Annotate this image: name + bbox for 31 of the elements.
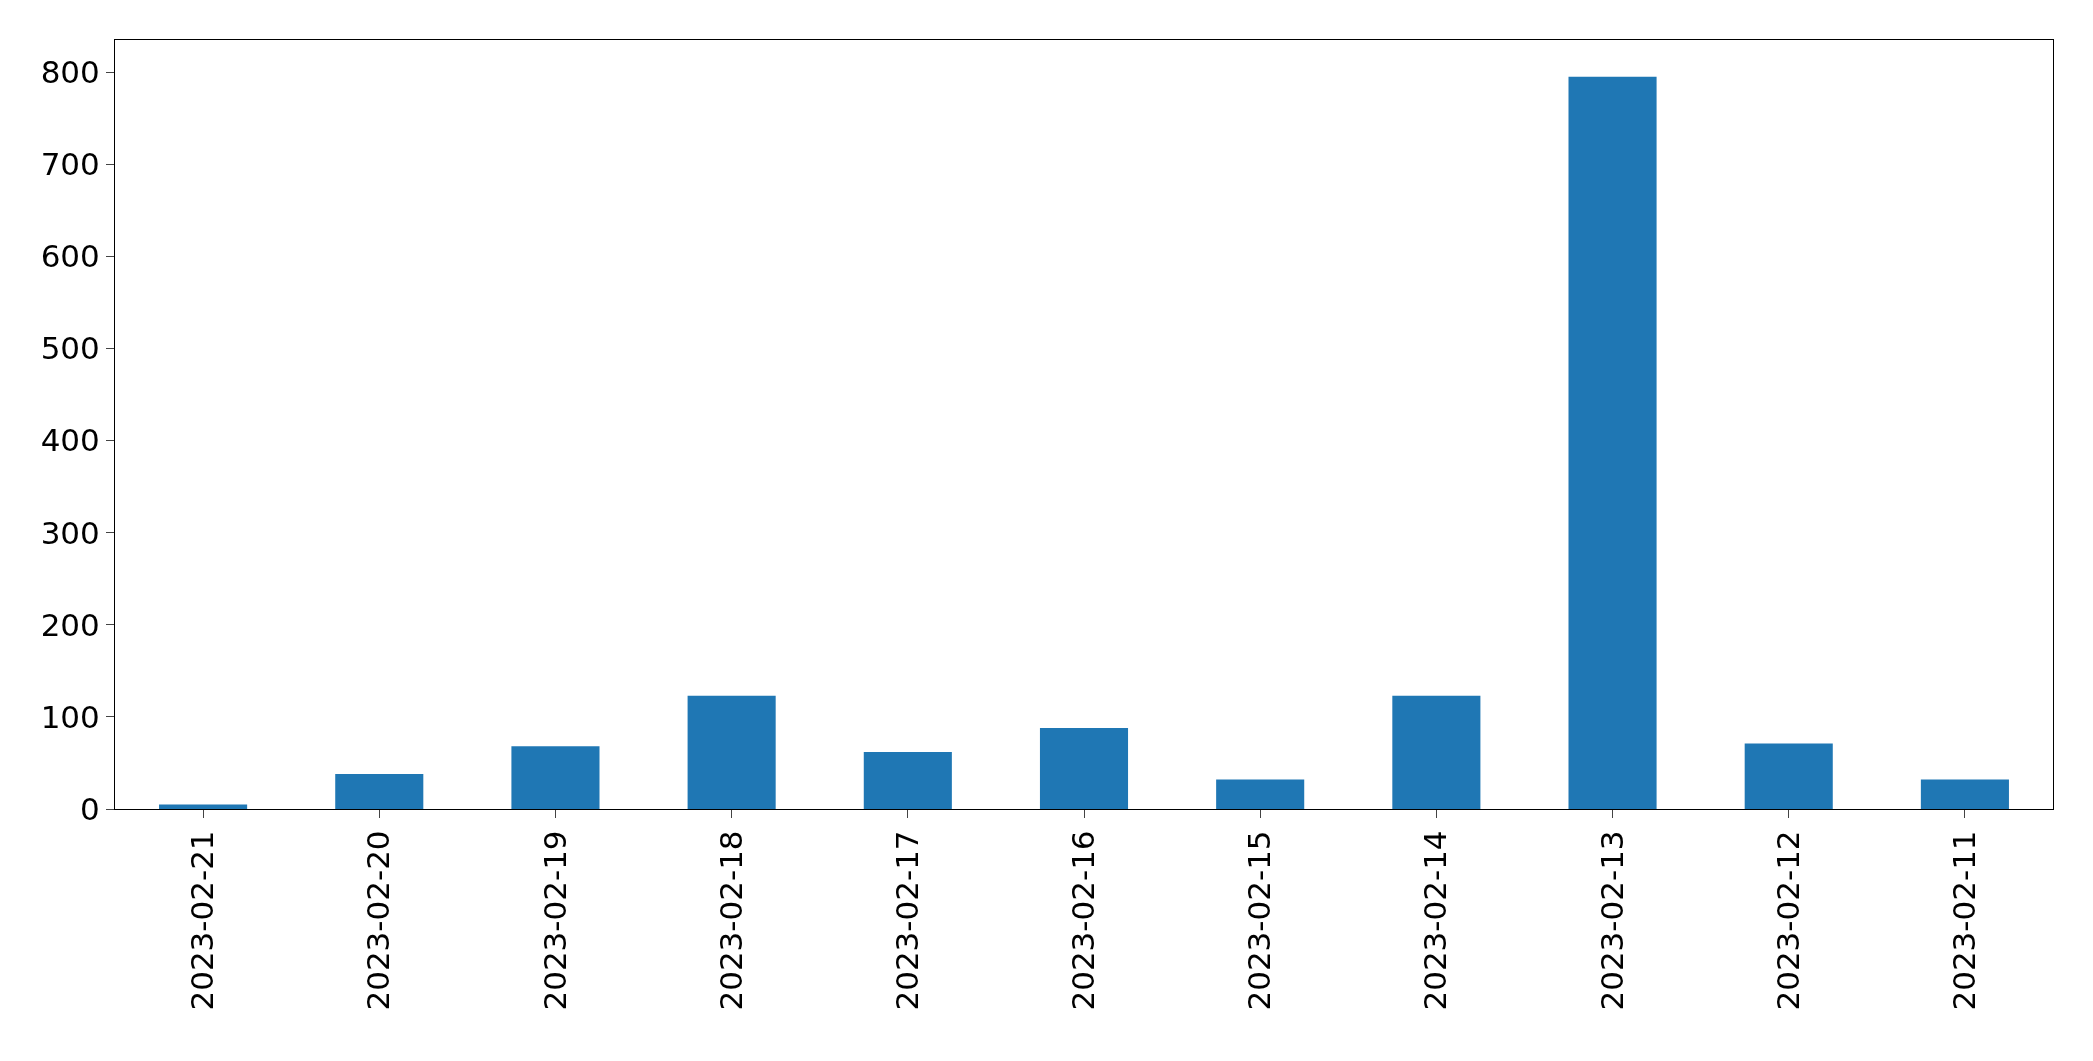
bar: [1920, 779, 2009, 809]
y-tick-label: 200: [40, 606, 100, 643]
bar: [1392, 695, 1481, 809]
x-tick-label: 2023-02-13: [1593, 830, 1630, 1011]
x-tick-label: 2023-02-11: [1945, 830, 1982, 1011]
y-tick-label: 600: [40, 238, 100, 275]
y-tick-label: 700: [40, 146, 100, 183]
y-tick-label: 800: [40, 54, 100, 91]
x-tick-label: 2023-02-14: [1417, 830, 1454, 1011]
x-tick-label: 2023-02-18: [712, 830, 749, 1011]
x-tick-label: 2023-02-21: [184, 830, 221, 1011]
x-tick-label: 2023-02-15: [1241, 830, 1278, 1011]
x-tick-label: 2023-02-12: [1769, 830, 1806, 1011]
y-tick-label: 0: [80, 790, 100, 827]
bar: [1216, 779, 1305, 809]
y-tick-label: 300: [40, 514, 100, 551]
y-tick-label: 500: [40, 330, 100, 367]
x-tick-label: 2023-02-20: [360, 830, 397, 1011]
bar: [511, 746, 600, 809]
bar: [1568, 76, 1657, 809]
bar: [1744, 743, 1833, 809]
bar: [863, 751, 952, 809]
bar: [335, 774, 424, 809]
x-tick-label: 2023-02-17: [888, 830, 925, 1011]
y-tick-label: 400: [40, 422, 100, 459]
x-tick-label: 2023-02-19: [536, 830, 573, 1011]
y-tick-label: 100: [40, 698, 100, 735]
bar: [159, 804, 248, 809]
x-tick-label: 2023-02-16: [1065, 830, 1102, 1011]
bar: [1039, 727, 1129, 809]
bar: [687, 695, 776, 809]
